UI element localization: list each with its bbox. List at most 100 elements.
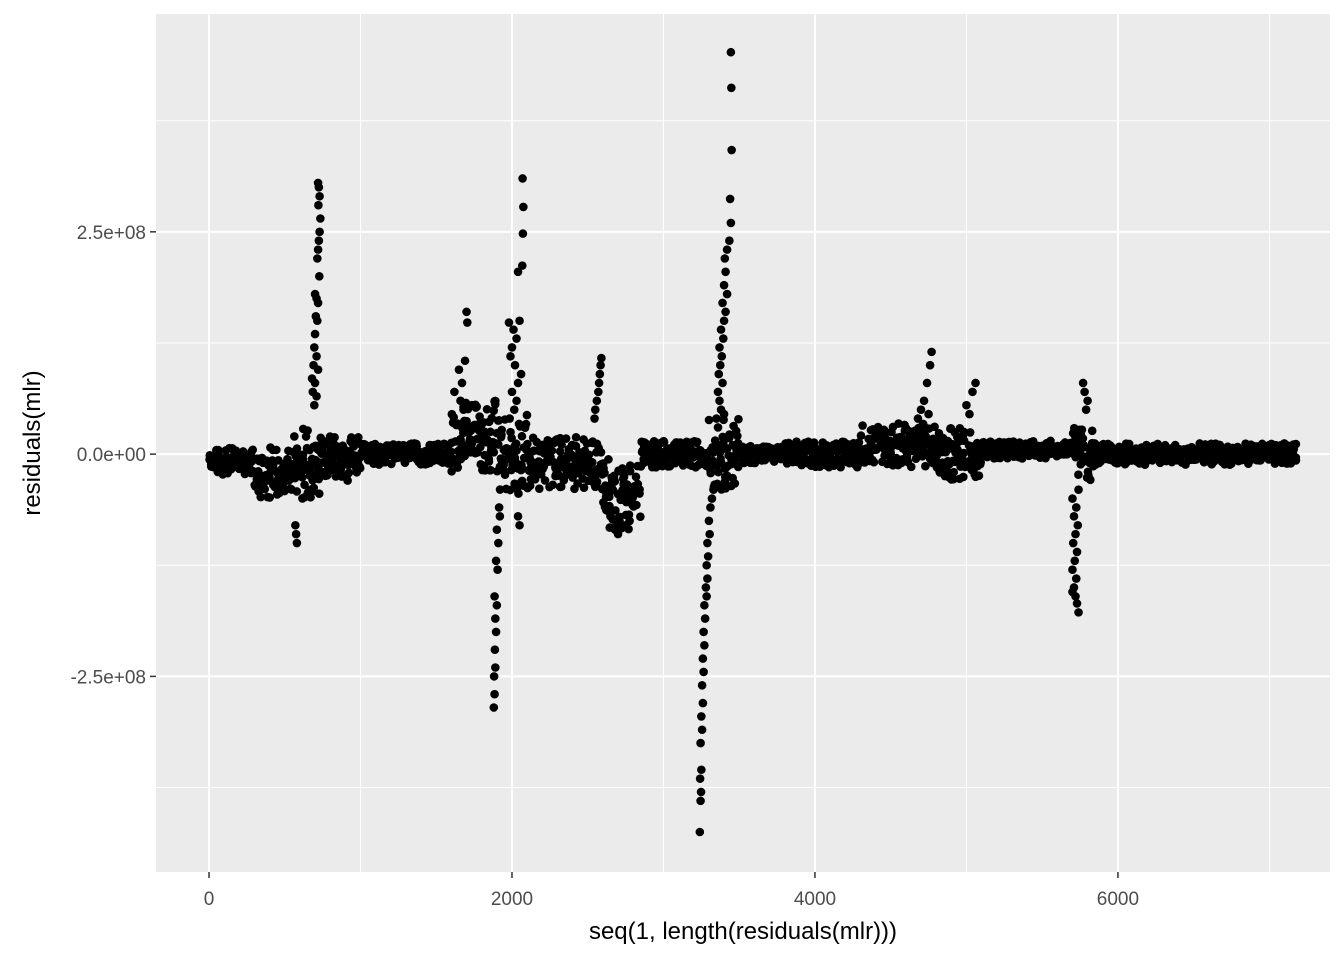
- residual-point: [636, 512, 645, 521]
- residual-point: [511, 439, 521, 449]
- residual-point: [697, 680, 707, 690]
- residual-point: [706, 503, 715, 512]
- residual-point: [925, 360, 935, 370]
- residual-point: [303, 426, 312, 435]
- residual-point: [514, 489, 523, 498]
- residual-point: [553, 464, 562, 474]
- residual-point: [509, 325, 518, 334]
- residual-point: [659, 438, 669, 447]
- residual-point: [610, 525, 620, 534]
- residual-point: [313, 316, 322, 326]
- residual-point: [718, 298, 727, 308]
- residual-point: [354, 433, 363, 442]
- residual-point: [314, 200, 323, 210]
- residual-point: [949, 467, 958, 477]
- residual-point: [715, 343, 724, 352]
- residual-point: [310, 378, 320, 388]
- residual-point: [513, 267, 523, 277]
- residual-point: [507, 387, 517, 397]
- residual-point: [459, 405, 468, 414]
- residual-point: [713, 387, 723, 397]
- residual-point: [726, 47, 736, 57]
- residual-point: [313, 365, 323, 374]
- residual-point: [584, 450, 594, 459]
- residual-point: [718, 378, 727, 388]
- residual-point: [309, 483, 319, 493]
- residual-point: [312, 392, 321, 401]
- residual-point: [719, 409, 729, 419]
- residual-point: [591, 405, 600, 414]
- residual-point: [453, 463, 463, 472]
- residual-point: [1291, 456, 1301, 465]
- residual-point: [571, 432, 581, 442]
- residual-point: [506, 352, 515, 361]
- residual-point: [494, 538, 503, 548]
- residual-point: [605, 501, 614, 511]
- residual-point: [454, 365, 464, 374]
- residual-point: [1071, 574, 1081, 583]
- residual-point: [324, 466, 334, 476]
- residual-point: [858, 421, 867, 430]
- residual-point: [493, 565, 502, 574]
- residual-point: [484, 457, 494, 466]
- residual-point: [913, 414, 923, 423]
- residual-point: [715, 360, 725, 370]
- residual-point: [314, 183, 324, 192]
- residual-point: [1078, 378, 1088, 388]
- residual-point: [292, 538, 302, 548]
- residual-point: [725, 194, 735, 204]
- residual-point: [621, 520, 630, 530]
- residual-point: [313, 254, 322, 263]
- residual-point: [330, 433, 339, 442]
- residual-point: [696, 787, 706, 797]
- residual-point: [700, 600, 709, 610]
- residual-point: [692, 437, 702, 447]
- residual-point: [733, 431, 742, 441]
- residual-point: [611, 506, 620, 515]
- residual-point: [721, 307, 730, 317]
- y-axis-title: residuals(mlr): [19, 370, 46, 515]
- residual-point: [492, 600, 502, 610]
- residual-point: [719, 280, 729, 290]
- residual-point: [1078, 434, 1088, 443]
- residual-point: [930, 422, 939, 432]
- residual-point: [713, 423, 723, 432]
- residual-point: [1291, 439, 1301, 449]
- residual-point: [635, 489, 644, 498]
- residual-point: [314, 474, 324, 484]
- residual-point: [291, 529, 301, 539]
- residual-point: [698, 654, 708, 663]
- residual-point: [959, 427, 969, 437]
- residual-point: [703, 552, 713, 561]
- residual-point: [725, 236, 734, 246]
- residual-point: [460, 356, 470, 366]
- residual-point: [1077, 425, 1087, 435]
- residual-point: [721, 267, 730, 277]
- residual-point: [1068, 494, 1077, 503]
- residual-point: [313, 245, 323, 254]
- residual-point: [712, 414, 721, 423]
- residual-point: [513, 378, 523, 388]
- residual-point: [315, 191, 324, 201]
- residual-point: [587, 457, 597, 467]
- residual-point: [462, 318, 472, 327]
- residual-point: [600, 468, 609, 478]
- x-axis-title: seq(1, length(residuals(mlr))): [589, 918, 897, 945]
- residual-point: [505, 414, 515, 423]
- residual-point: [1070, 556, 1080, 566]
- residual-point: [590, 414, 599, 423]
- residual-point: [557, 440, 566, 450]
- residual-point: [491, 396, 500, 406]
- residual-point: [965, 409, 974, 419]
- residual-point: [491, 663, 500, 672]
- residual-point: [521, 419, 531, 429]
- residual-point: [1080, 387, 1089, 397]
- residual-point: [505, 485, 515, 495]
- residual-point: [1069, 512, 1079, 521]
- residual-point: [525, 481, 535, 491]
- residual-point: [722, 289, 732, 299]
- residual-point: [917, 450, 926, 460]
- y-tick-label: 0.0e+00: [77, 445, 146, 466]
- residual-point: [949, 474, 958, 484]
- residual-point: [495, 512, 505, 521]
